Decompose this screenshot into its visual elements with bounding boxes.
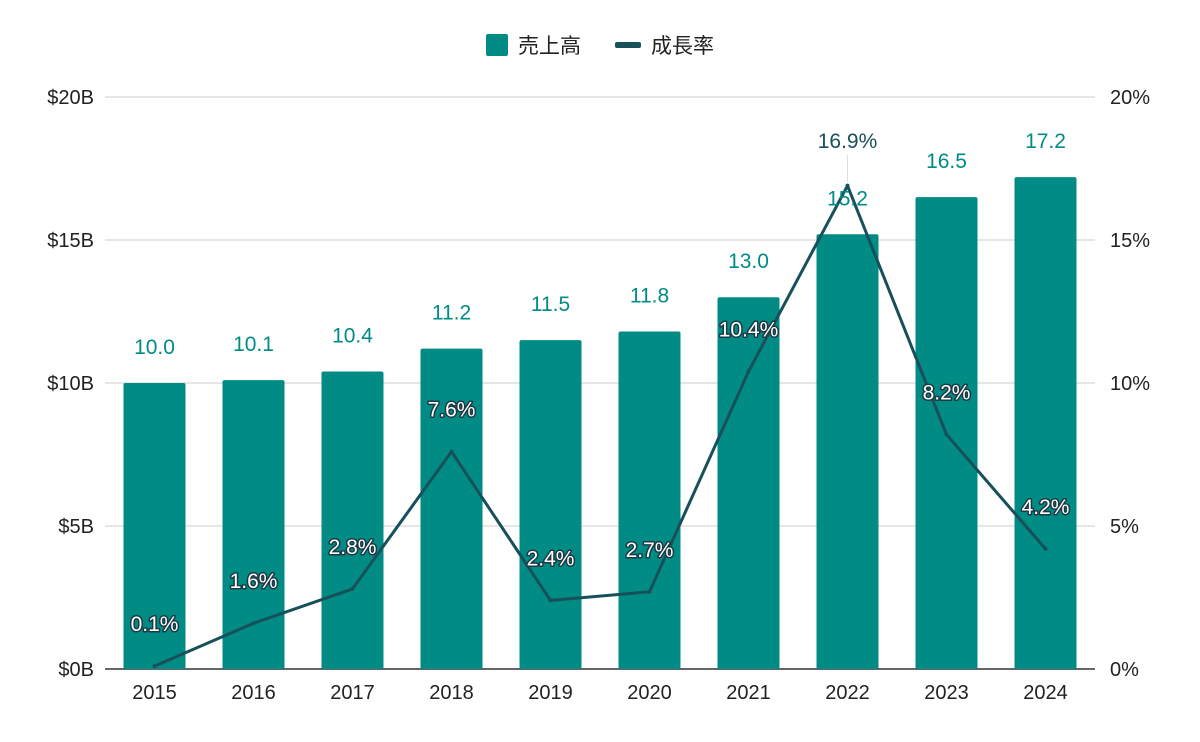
bar-sales: [1014, 177, 1077, 669]
growth-data-label: 4.2%: [1022, 496, 1070, 519]
x-tick-label: 2018: [429, 682, 474, 704]
legend-item-sales: 売上高: [486, 30, 581, 60]
y-right-tick-label: 0%: [1110, 659, 1139, 681]
growth-line: [153, 184, 1047, 668]
y-right-tick-label: 5%: [1110, 516, 1139, 538]
bar-sales: [717, 297, 780, 669]
growth-point: [944, 432, 949, 437]
bar-sales: [816, 234, 879, 669]
bar-sales: [222, 380, 285, 669]
bar-sales: [618, 331, 681, 669]
bar-data-label: 16.5: [926, 150, 967, 173]
y-right-tick-label: 20%: [1110, 87, 1150, 109]
bar-data-label: 10.4: [332, 325, 373, 348]
bar-sales: [519, 340, 582, 669]
y-left-tick-label: $20B: [47, 87, 94, 109]
bar-data-label: 15.2: [827, 187, 868, 210]
growth-data-label: 0.1%: [131, 613, 179, 636]
y-right-tick-label: 15%: [1110, 230, 1150, 252]
growth-point: [152, 664, 157, 669]
bar-data-label: 11.5: [531, 293, 570, 316]
bar-data-label: 11.2: [432, 302, 471, 325]
growth-data-label: 2.8%: [329, 536, 377, 559]
bar-sales: [420, 348, 483, 669]
x-tick-label: 2019: [528, 682, 573, 704]
growth-point: [845, 183, 850, 188]
bar-data-label: 10.1: [233, 333, 274, 356]
x-tick-label: 2022: [825, 682, 870, 704]
growth-data-label: 2.7%: [626, 539, 674, 562]
legend-swatch-growth: [615, 42, 641, 48]
x-tick-label: 2020: [627, 682, 672, 704]
growth-point: [449, 449, 454, 454]
growth-data-label: 16.9%: [818, 130, 878, 153]
y-left-tick-label: $5B: [58, 516, 94, 538]
growth-data-label: 2.4%: [527, 547, 575, 570]
x-tick-label: 2015: [132, 682, 177, 704]
bar-data-label: 13.0: [728, 250, 769, 273]
growth-point: [647, 589, 652, 594]
growth-data-label: 8.2%: [923, 381, 971, 404]
growth-data-label: 10.4%: [719, 319, 779, 342]
growth-point: [1043, 546, 1048, 551]
bar-data-label: 17.2: [1025, 130, 1066, 153]
x-tick-label: 2023: [924, 682, 969, 704]
bar-sales: [321, 371, 384, 669]
y-right-tick-label: 10%: [1110, 373, 1150, 395]
x-tick-label: 2021: [726, 682, 771, 704]
legend-label-sales: 売上高: [518, 34, 581, 58]
chart-legend: 売上高 成長率: [0, 30, 1200, 60]
growth-point: [251, 621, 256, 626]
x-tick-label: 2017: [330, 682, 375, 704]
legend-swatch-sales: [486, 34, 508, 56]
x-tick-label: 2024: [1023, 682, 1068, 704]
bar-data-label: 10.0: [134, 336, 175, 359]
growth-point: [746, 369, 751, 374]
x-tick-label: 2016: [231, 682, 276, 704]
bar-sales: [123, 383, 186, 669]
legend-label-growth: 成長率: [651, 34, 714, 58]
y-left-tick-label: $0B: [58, 659, 94, 681]
growth-data-label: 7.6%: [428, 399, 476, 422]
growth-data-label: 1.6%: [230, 570, 278, 593]
bar-data-label: 11.8: [630, 285, 669, 308]
growth-point: [350, 586, 355, 591]
y-left-tick-label: $10B: [47, 373, 94, 395]
growth-point: [548, 598, 553, 603]
legend-item-growth: 成長率: [615, 30, 714, 60]
y-left-tick-label: $15B: [47, 230, 94, 252]
